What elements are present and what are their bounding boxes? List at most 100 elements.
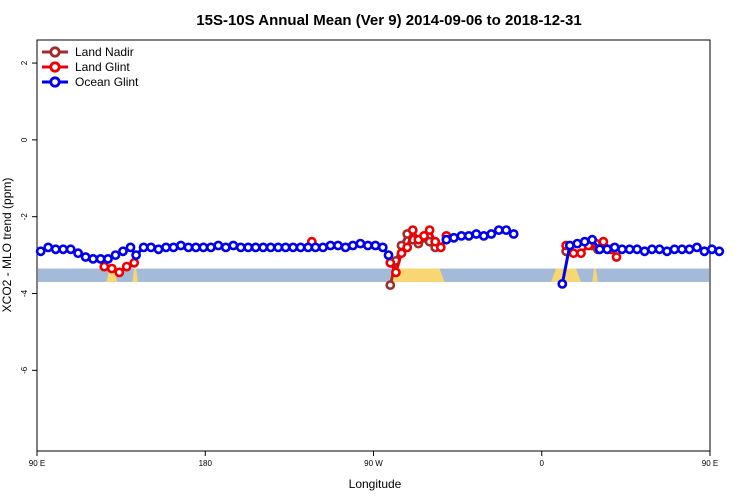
land-glint-point <box>99 261 110 272</box>
ocean-glint-point <box>355 238 366 249</box>
ocean-glint-point <box>131 250 141 260</box>
land-band-segment <box>551 268 582 282</box>
ocean-glint-point <box>707 244 717 255</box>
ocean-glint-point <box>110 250 121 260</box>
ocean-glint-point <box>654 244 665 255</box>
legend-swatch-marker <box>49 76 61 88</box>
land-glint-point <box>402 242 413 253</box>
land-glint-point <box>106 263 117 274</box>
land-glint-point <box>390 267 401 278</box>
ocean-glint-point <box>377 242 388 253</box>
y-tick-label: -2 <box>20 213 29 221</box>
ocean-glint-point <box>564 240 575 251</box>
ocean-glint-point <box>617 244 627 255</box>
chart-title: 15S-10S Annual Mean (Ver 9) 2014-09-06 t… <box>196 12 581 29</box>
ocean-glint-point <box>383 250 394 260</box>
ocean-glint-point <box>699 246 710 257</box>
ocean-glint-point <box>318 242 328 253</box>
ocean-glint-point <box>362 240 373 251</box>
land-glint-point <box>576 248 586 259</box>
land-glint-point <box>435 242 446 253</box>
land-glint-point <box>129 257 140 268</box>
y-tick-label: 0 <box>20 137 29 142</box>
ocean-glint-point <box>325 240 336 251</box>
land-band-segment <box>388 268 445 282</box>
y-tick-label: 2 <box>20 60 29 65</box>
ocean-glint-point <box>448 232 459 243</box>
legend-swatch-marker <box>49 46 61 58</box>
ocean-glint-point <box>58 244 69 255</box>
ocean-glint-point <box>340 242 351 253</box>
ocean-glint-point <box>168 242 179 253</box>
ocean-glint-point <box>183 242 194 253</box>
ocean-glint-point <box>88 253 98 264</box>
y-tick-label: -4 <box>20 289 29 297</box>
land-nadir-point <box>385 280 396 290</box>
ocean-glint-point <box>125 242 136 253</box>
ocean-glint-point <box>609 242 620 253</box>
ocean-glint-point <box>198 242 209 253</box>
land-glint-point <box>121 261 132 272</box>
ocean-glint-point <box>73 248 83 259</box>
land-glint-point <box>430 236 441 247</box>
legend-label-ocean-glint: Ocean Glint <box>75 75 139 89</box>
land-glint-point <box>385 257 396 268</box>
legend-swatch-marker <box>49 61 61 73</box>
ocean-glint-point <box>153 244 164 255</box>
ocean-glint-point <box>478 230 489 241</box>
ocean-glint-point <box>288 242 298 253</box>
land-glint-point <box>407 225 418 235</box>
ocean-glint-point <box>103 253 113 264</box>
ocean-glint-point <box>258 242 269 253</box>
ocean-glint-point <box>295 242 306 253</box>
ocean-glint-point <box>43 242 54 253</box>
ocean-glint-point <box>486 229 497 239</box>
ocean-glint-point <box>80 252 91 262</box>
plot-area: 90 E 180 90 W 0 90 E 2 0 -2 -4 -6 <box>20 39 725 468</box>
ocean-glint-point <box>624 244 635 255</box>
ocean-glint-point <box>35 246 46 257</box>
ocean-glint-point <box>243 242 254 253</box>
ocean-glint-point <box>205 242 216 253</box>
x-axis-label: Longitude <box>349 477 402 491</box>
ocean-glint-point <box>161 242 171 253</box>
ocean-glint-point <box>441 234 452 245</box>
ocean-glint-point <box>669 244 680 255</box>
land-band-segment <box>592 268 598 282</box>
ocean-glint-point <box>639 246 650 257</box>
ocean-glint-point <box>333 240 343 251</box>
ocean-glint-point <box>370 240 381 251</box>
land-glint-point <box>568 248 579 259</box>
ocean-glint-point <box>463 230 474 241</box>
ocean-glint-point <box>213 240 224 251</box>
ocean-glint-point <box>265 242 276 253</box>
ocean-glint-point <box>118 246 128 257</box>
ocean-band <box>38 268 709 282</box>
ocean-glint-point <box>65 244 76 255</box>
ocean-glint-point <box>310 242 321 253</box>
land-glint-point <box>598 236 609 247</box>
x-tick-label: 90 E <box>29 459 45 468</box>
ocean-glint-point <box>190 242 201 253</box>
ocean-glint-point <box>50 244 61 255</box>
ocean-glint-point <box>146 242 156 253</box>
ocean-glint-point <box>508 229 519 239</box>
land-band-segment <box>132 268 138 282</box>
ocean-glint-point <box>557 278 568 289</box>
ocean-glint-point <box>714 246 725 257</box>
y-tick-label: -6 <box>20 366 29 374</box>
ocean-glint-point <box>228 240 239 251</box>
ocean-glint-point <box>587 234 598 245</box>
ocean-glint-point <box>647 244 657 255</box>
ocean-glint-point <box>250 242 261 253</box>
x-tick-label: 0 <box>540 459 545 468</box>
land-glint-point <box>424 225 435 235</box>
land-glint-point <box>396 248 407 259</box>
ocean-glint-point <box>579 236 590 247</box>
ocean-glint-point <box>572 238 583 249</box>
ocean-glint-point <box>662 246 672 257</box>
land-glint-point <box>419 230 429 241</box>
ocean-glint-point <box>347 240 358 251</box>
ocean-glint-point <box>684 244 695 255</box>
